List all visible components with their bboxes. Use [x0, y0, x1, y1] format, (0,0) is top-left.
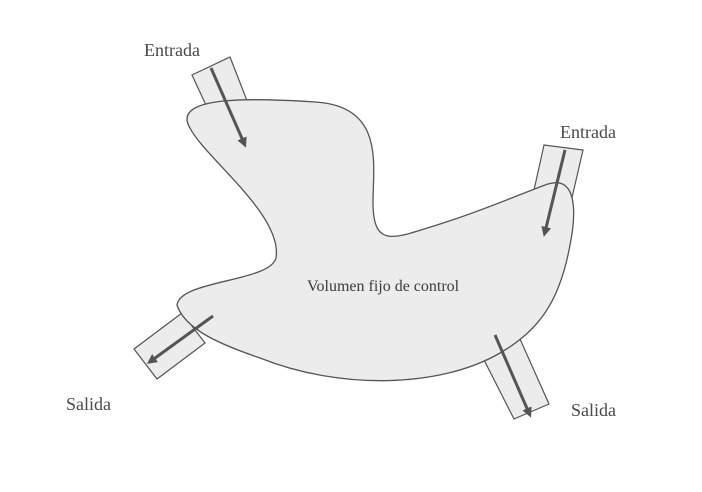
arrow-entrada-2	[541, 149, 567, 237]
arrow-salida-1	[146, 314, 214, 364]
arrow-salida-2	[493, 334, 532, 418]
label-salida-1: Salida	[66, 394, 111, 414]
label-entrada-1: Entrada	[144, 40, 200, 60]
control-volume-label: Volumen fijo de control	[307, 278, 460, 295]
arrow-entrada-1	[209, 67, 247, 148]
control-volume-region	[176, 98, 575, 382]
label-salida-2: Salida	[571, 400, 616, 420]
flow-arrows	[146, 67, 567, 418]
label-entrada-2: Entrada	[560, 122, 616, 142]
